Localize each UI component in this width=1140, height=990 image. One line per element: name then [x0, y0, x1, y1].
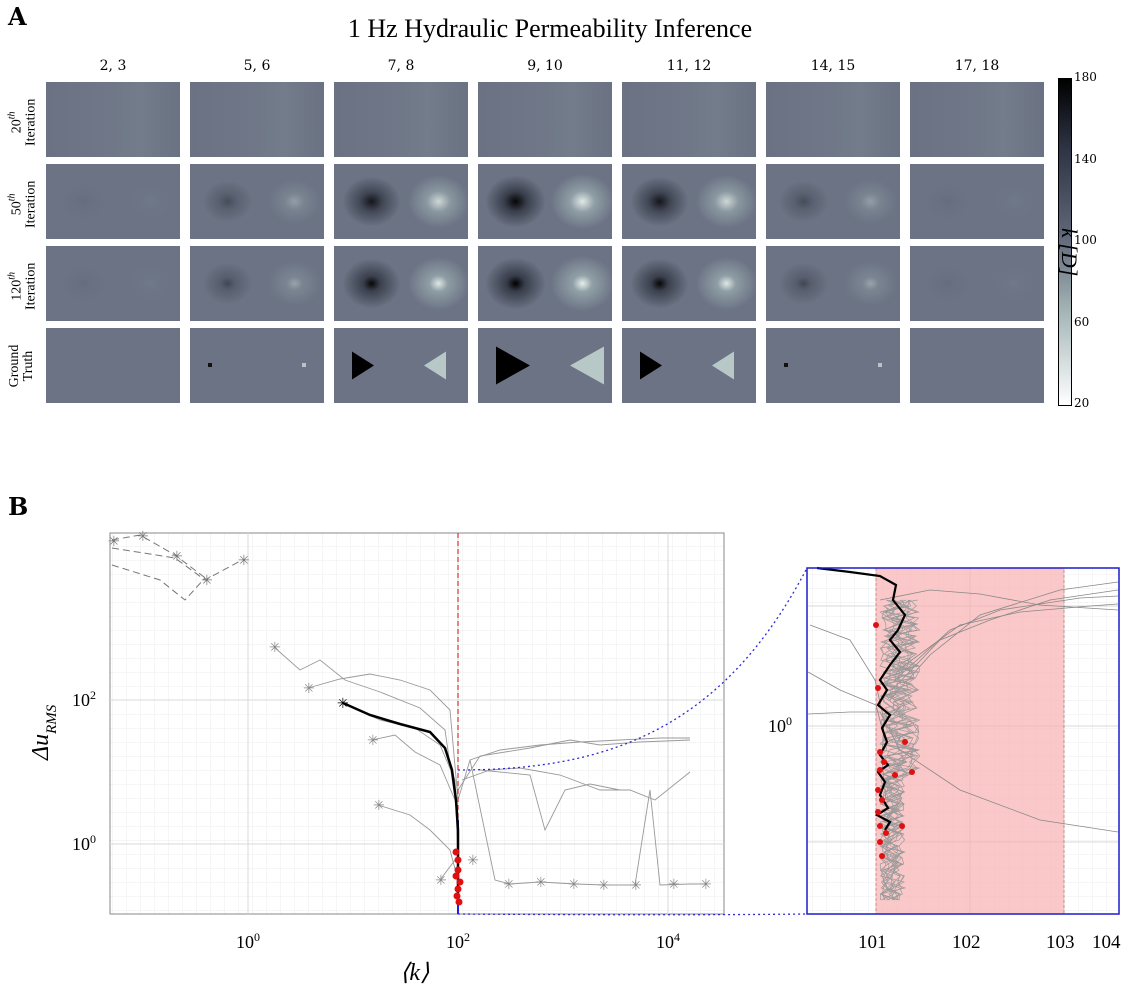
- svg-text:✳: ✳: [171, 550, 183, 565]
- tile-r2-c6: [910, 246, 1044, 321]
- colorbar: [1058, 78, 1072, 406]
- gray-path-stars: ✳ ✳ ✳ ✳ ✳ ✳ ✳ ✳ ✳ ✳ ✳ ✳ ✳: [269, 641, 712, 894]
- dashed-path-stars: ✳ ✳ ✳ ✳ ✳: [108, 530, 250, 589]
- column-label-6: 17, 18: [954, 58, 1000, 74]
- column-label-3: 9, 10: [527, 58, 563, 74]
- column-label-2: 7, 8: [387, 58, 415, 74]
- row-label-0: 20th Iteration: [6, 98, 39, 146]
- colorbar-label: k [D]: [1057, 228, 1082, 277]
- red-points: [452, 848, 464, 906]
- inset-connector-top: [457, 567, 808, 771]
- svg-text:100: 100: [768, 714, 792, 736]
- column-label-5: 14, 15: [810, 58, 856, 74]
- tile-r1-c2: [334, 164, 468, 239]
- column-label-1: 5, 6: [243, 58, 271, 74]
- tile-r3-c5: [766, 328, 900, 403]
- svg-text:101: 101: [858, 932, 887, 953]
- svg-text:✳: ✳: [303, 682, 315, 697]
- row-label-1: 50th Iteration: [6, 180, 39, 228]
- colorbar-tick-1: 140: [1074, 151, 1097, 166]
- colorbar-tick-3: 60: [1074, 314, 1090, 329]
- inset-gray-cloud: [878, 599, 921, 901]
- svg-text:103: 103: [1046, 932, 1075, 953]
- svg-text:✳: ✳: [367, 734, 379, 749]
- tile-r1-c1: [190, 164, 324, 239]
- tile-r2-c5: [766, 246, 900, 321]
- main-path-start-star: ✳: [337, 697, 349, 712]
- column-label-4: 11, 12: [666, 58, 712, 74]
- svg-text:102: 102: [72, 688, 96, 710]
- svg-text:✳: ✳: [503, 878, 515, 893]
- column-label-0: 2, 3: [99, 58, 127, 74]
- svg-text:102: 102: [446, 930, 470, 952]
- inset-black-path: [816, 566, 907, 831]
- panel-b-letter: B: [8, 492, 29, 521]
- tile-r2-c1: [190, 246, 324, 321]
- panel-a-letter: A: [8, 2, 27, 31]
- tile-r3-c3: [478, 328, 612, 403]
- tile-r0-c3: [478, 82, 612, 157]
- tile-r0-c1: [190, 82, 324, 157]
- svg-text:✳: ✳: [238, 554, 250, 569]
- svg-text:104: 104: [656, 930, 680, 952]
- tile-r0-c6: [910, 82, 1044, 157]
- svg-text:✳: ✳: [568, 878, 580, 893]
- svg-text:✳: ✳: [630, 879, 642, 894]
- panel-b-chart: ✳ ✳ ✳ ✳ ✳ ✳ ✳ ✳ ✳ ✳ ✳ ✳ ✳ ✳ ✳ ✳ ✳ ✳ ✳ 100 102 104 102 1…: [28, 530, 1121, 986]
- row-label-2: 120th Iteration: [6, 262, 39, 310]
- dashed-paths: [111, 534, 243, 601]
- tile-r3-c2: [334, 328, 468, 403]
- main-plot-area: [109, 532, 725, 915]
- inset-y-tick: 100: [768, 714, 792, 736]
- colorbar-tick-0: 180: [1074, 70, 1097, 84]
- tile-r1-c6: [910, 164, 1044, 239]
- svg-text:✳: ✳: [467, 854, 479, 869]
- svg-text:✳: ✳: [598, 879, 610, 894]
- tile-r3-c4: [622, 328, 756, 403]
- main-y-ticks: 102 100: [72, 688, 96, 854]
- colorbar-tick-2: 100: [1074, 233, 1097, 247]
- tile-r3-c1: [190, 328, 324, 403]
- svg-text:✳: ✳: [137, 530, 149, 545]
- panel-a-title: 1 Hz Hydraulic Permeability Inference: [347, 14, 753, 43]
- svg-text:✳: ✳: [373, 799, 385, 814]
- inset-x-ticks: 101 102 103 104: [858, 932, 1121, 953]
- tile-r3-c0: [46, 328, 180, 403]
- svg-text:✳: ✳: [700, 878, 712, 893]
- main-x-label: ⟨k⟩: [400, 960, 430, 986]
- svg-text:✳: ✳: [435, 874, 447, 889]
- tile-r0-c5: [766, 82, 900, 157]
- inset-red-points: [873, 622, 915, 859]
- tile-r0-c4: [622, 82, 756, 157]
- row-label-3: Ground Truth: [7, 344, 36, 387]
- tile-r1-c4: [622, 164, 756, 239]
- colorbar-tick-4: 20: [1074, 396, 1090, 410]
- svg-text:✳: ✳: [269, 641, 281, 656]
- tile-r1-c0: [46, 164, 180, 239]
- svg-text:100: 100: [72, 832, 96, 854]
- tile-r2-c0: [46, 246, 180, 321]
- svg-text:✳: ✳: [108, 535, 120, 550]
- svg-text:✳: ✳: [201, 574, 213, 589]
- tile-r3-c6: [910, 328, 1044, 403]
- inset-connector-bottom: [457, 913, 808, 916]
- tile-r1-c3: [478, 164, 612, 239]
- svg-text:102: 102: [952, 932, 981, 953]
- main-convergence-path: [342, 701, 460, 900]
- svg-text:100: 100: [236, 930, 260, 952]
- svg-text:✳: ✳: [535, 876, 547, 891]
- svg-text:104: 104: [1092, 932, 1121, 953]
- svg-text:✳: ✳: [668, 878, 680, 893]
- main-x-ticks: 100 102 104: [236, 930, 680, 952]
- tile-r2-c4: [622, 246, 756, 321]
- inset-frame: [806, 567, 1120, 915]
- tile-r2-c2: [334, 246, 468, 321]
- tile-r1-c5: [766, 164, 900, 239]
- tile-r2-c3: [478, 246, 612, 321]
- tile-r0-c2: [334, 82, 468, 157]
- main-y-label: ΔuRMS: [28, 704, 60, 761]
- tile-r0-c0: [46, 82, 180, 157]
